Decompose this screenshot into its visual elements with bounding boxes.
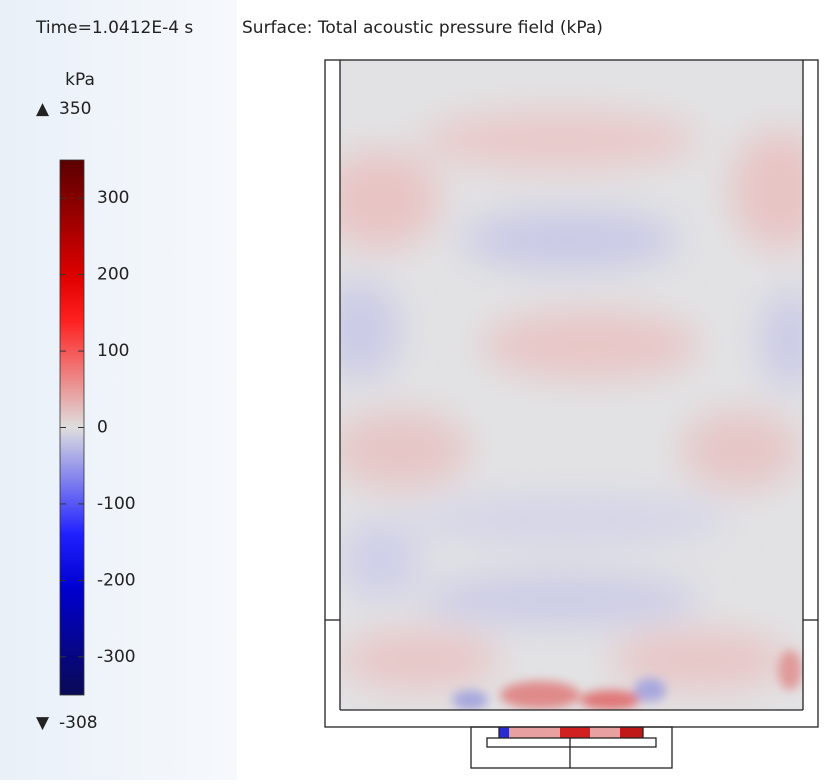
colorbar-unit: kPa: [65, 70, 95, 90]
plot-title: Surface: Total acoustic pressure field (…: [242, 18, 603, 38]
geometry: [324, 59, 819, 769]
max-label: 350: [59, 99, 91, 119]
pressure-field: [340, 60, 803, 710]
time-label: Time=1.0412E-4 s: [35, 18, 193, 38]
tick-label: -200: [97, 570, 136, 590]
tick-label: -300: [97, 647, 136, 667]
inlet-field: [499, 727, 643, 738]
colorbar-panel: [0, 0, 237, 780]
tick-label: 100: [97, 341, 129, 361]
tick-label: 300: [97, 188, 129, 208]
min-marker: ▼: [36, 713, 50, 733]
max-marker: ▲: [36, 99, 50, 119]
min-label: -308: [59, 713, 98, 733]
tick-label: 0: [97, 418, 108, 438]
tick-label: 200: [97, 265, 129, 285]
tick-label: -100: [97, 494, 136, 514]
